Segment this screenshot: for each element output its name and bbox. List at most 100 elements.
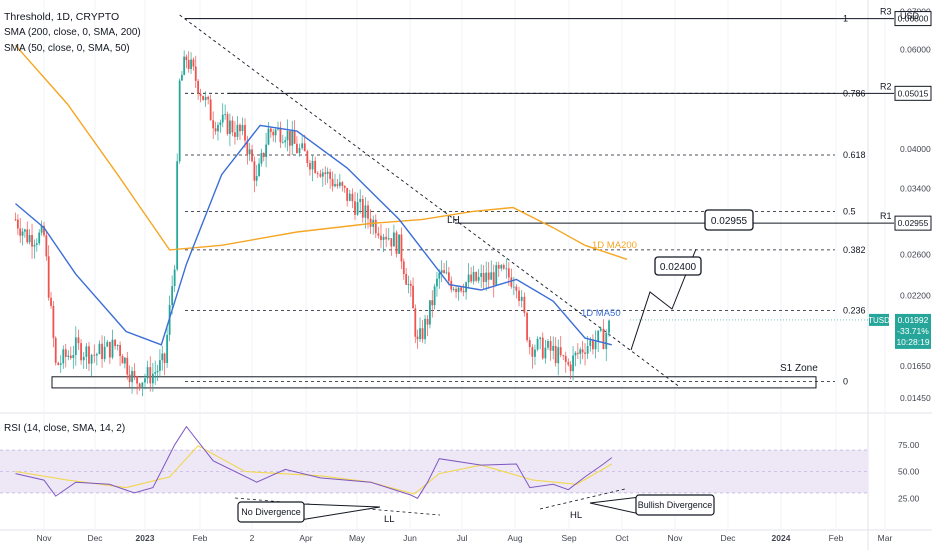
candle-body xyxy=(528,340,531,348)
time-axis-tick: Apr xyxy=(299,533,312,543)
candle-body xyxy=(306,151,309,164)
candle-body xyxy=(67,355,70,357)
currency-label[interactable]: USD xyxy=(900,11,920,21)
candle-body xyxy=(106,341,109,347)
candle-body xyxy=(246,140,249,155)
time-axis-tick: 2024 xyxy=(772,533,791,543)
candle-body xyxy=(447,272,450,281)
candle-body xyxy=(131,371,133,383)
candle-body xyxy=(119,345,121,357)
target-callout-2-text: 0.02955 xyxy=(711,216,748,227)
candle-body xyxy=(82,356,85,361)
candle-body xyxy=(412,285,414,309)
candle-body xyxy=(608,320,610,333)
candle-body xyxy=(334,184,336,187)
candle-body xyxy=(146,367,149,379)
rsi-legend[interactable]: RSI (14, close, SMA, 14, 2) xyxy=(4,423,126,434)
candle-body xyxy=(520,296,523,301)
sma50-legend[interactable]: SMA (50, close, 0, SMA, 50) xyxy=(4,43,130,54)
candle-body xyxy=(80,343,82,361)
fib-level-label: 0 xyxy=(843,376,848,386)
candle-body xyxy=(151,373,154,384)
candle-body xyxy=(490,272,493,280)
candle-body xyxy=(178,80,181,162)
time-axis-tick: Nov xyxy=(36,533,52,543)
price-axis-tick: 0.02200 xyxy=(900,291,931,301)
ticker-badge xyxy=(869,313,889,326)
candle-body xyxy=(54,337,57,363)
last-price-value: 0.01992 xyxy=(898,315,929,325)
candle-body xyxy=(291,131,294,146)
candle-body xyxy=(231,120,234,133)
candle-body xyxy=(50,297,52,306)
fib-level-label: 0.382 xyxy=(843,245,866,255)
candle-body xyxy=(98,343,101,355)
candle-body xyxy=(424,318,426,340)
candle-body xyxy=(579,349,582,354)
time-axis-tick: Oct xyxy=(615,533,629,543)
candle-body xyxy=(111,339,114,358)
candle-body xyxy=(426,318,429,325)
candle-body xyxy=(492,272,495,286)
candle-body xyxy=(163,353,166,364)
candle-body xyxy=(485,272,488,282)
candle-body xyxy=(419,328,421,340)
candle-body xyxy=(59,363,62,365)
candle-body xyxy=(234,132,236,137)
rsi-line xyxy=(15,425,613,499)
price-axis-tick: 0.06000 xyxy=(900,44,931,54)
candle-body xyxy=(296,143,298,154)
candle-body xyxy=(589,340,592,346)
resistance-price-tag xyxy=(894,85,932,101)
candle-body xyxy=(395,232,398,254)
candle-body xyxy=(495,265,498,286)
resistance-price-tag xyxy=(894,11,932,27)
candle-body xyxy=(433,286,436,306)
candle-body xyxy=(62,349,65,364)
candle-body xyxy=(281,142,284,144)
candle-body xyxy=(452,288,455,290)
candle-body xyxy=(204,96,207,101)
last-price-countdown: 10:28:19 xyxy=(896,337,929,347)
candle-body xyxy=(33,244,36,247)
candle-body xyxy=(311,160,314,170)
candle-body xyxy=(128,374,131,383)
candle-body xyxy=(194,66,197,81)
resistance-label: R2 xyxy=(880,81,892,91)
candle-body xyxy=(253,161,256,181)
candle-body xyxy=(356,202,359,215)
candle-body xyxy=(382,236,385,241)
time-axis-tick: May xyxy=(349,533,366,543)
candle-body xyxy=(24,229,26,232)
candle-body xyxy=(114,339,116,347)
time-axis-tick: Nov xyxy=(667,533,683,543)
candle-body xyxy=(133,371,136,377)
resistance-price-text: 0.05015 xyxy=(898,88,929,98)
support-zone-box xyxy=(51,376,817,389)
candle-body xyxy=(181,74,183,81)
price-axis-tick: 0.03400 xyxy=(900,184,931,194)
sma200-legend[interactable]: SMA (200, close, 0, SMA, 200) xyxy=(4,27,141,38)
candle-body xyxy=(405,273,408,285)
candle-body xyxy=(207,96,210,100)
candle-body xyxy=(338,182,341,186)
candle-body xyxy=(421,328,424,340)
candle-body xyxy=(176,161,179,270)
hl-label: HL xyxy=(570,510,582,521)
price-axis-tick: 0.01450 xyxy=(900,393,931,403)
candle-body xyxy=(171,286,174,306)
candle-body xyxy=(236,124,239,137)
candle-body xyxy=(47,256,50,298)
candle-body xyxy=(224,114,227,115)
resistance-price-text: 0.06800 xyxy=(898,14,929,24)
candle-body xyxy=(367,205,369,219)
resistance-price-tag xyxy=(894,215,932,231)
candle-body xyxy=(341,182,344,186)
time-axis-tick: Aug xyxy=(507,533,522,543)
price-axis-tick: 0.01650 xyxy=(900,361,931,371)
projection-path xyxy=(630,248,697,351)
candle-body xyxy=(605,332,608,350)
candle-body xyxy=(288,130,291,146)
candle-body xyxy=(336,184,339,186)
